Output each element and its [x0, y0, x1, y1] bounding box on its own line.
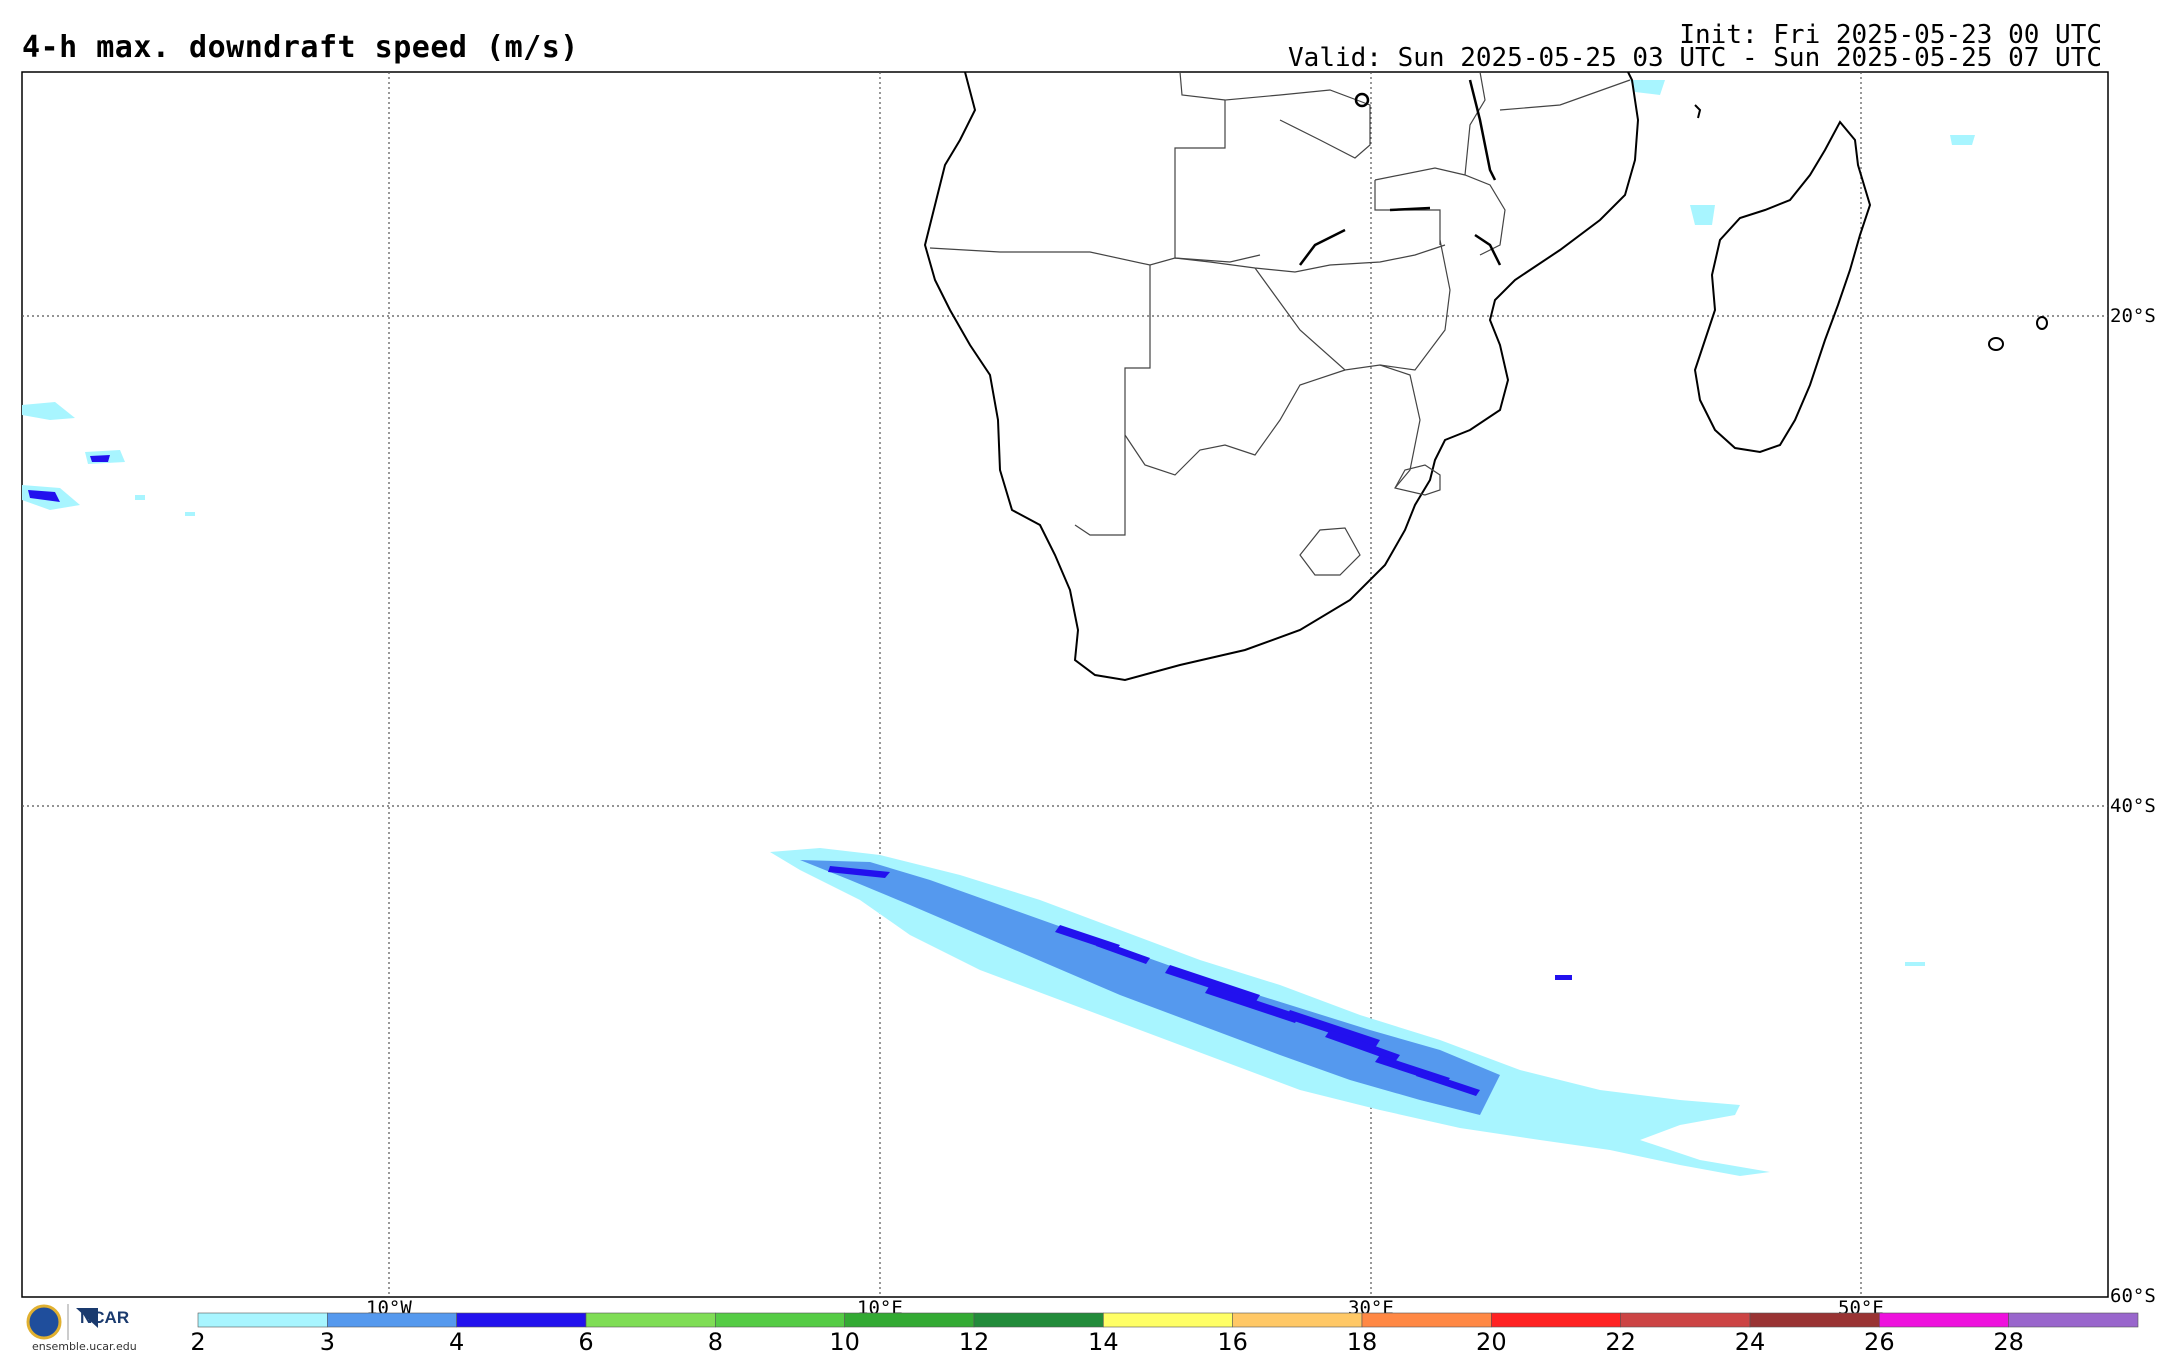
downdraft-field — [22, 80, 1975, 1176]
colorbar-tick-label: 6 — [578, 1328, 593, 1354]
colorbar-tick-label: 2 — [190, 1328, 205, 1354]
ncar-wing-icon — [76, 1308, 98, 1328]
nsf-ncar-logo — [26, 1304, 98, 1340]
downdraft-band-4ms — [828, 866, 1480, 1096]
map-frame — [21, 71, 2109, 1298]
colorbar-swatch — [1103, 1312, 1233, 1328]
comoros-islands — [1694, 104, 1702, 119]
colorbar: 2 3 4 6 8 10 12 14 16 18 20 22 24 26 28 — [190, 1312, 2139, 1354]
map-title: 4-h max. downdraft speed (m/s) — [22, 30, 579, 65]
graticule — [22, 72, 2108, 1297]
colorbar-tick-label: 8 — [708, 1328, 723, 1354]
colorbar-tick-label: 20 — [1476, 1328, 1507, 1354]
colorbar-tick-label: 3 — [320, 1328, 335, 1354]
colorbar-tick-label: 28 — [1993, 1328, 2024, 1354]
colorbar-swatch — [1749, 1312, 1880, 1328]
colorbar-tick-label: 14 — [1088, 1328, 1119, 1354]
colorbar-swatch — [456, 1312, 587, 1328]
ncar-wordmark: NCAR — [80, 1308, 130, 1327]
colorbar-tick-label: 12 — [959, 1328, 990, 1354]
colorbar-swatch — [1879, 1312, 2009, 1328]
mauritius-island — [2036, 316, 2048, 330]
colorbar-tick-label: 16 — [1217, 1328, 1248, 1354]
colorbar-swatch — [585, 1312, 716, 1328]
colorbar-swatch — [715, 1312, 845, 1328]
lat-label-60s: 60°S — [2110, 1285, 2156, 1307]
colorbar-swatch — [1620, 1312, 1751, 1328]
colorbar-tick-label: 4 — [449, 1328, 464, 1354]
colorbar-swatch — [1232, 1312, 1363, 1328]
colorbar-swatch — [327, 1312, 457, 1328]
valid-time: Valid: Sun 2025-05-25 03 UTC - Sun 2025-… — [1288, 43, 2102, 73]
colorbar-swatch — [1491, 1312, 1621, 1328]
colorbar-swatch — [1361, 1312, 1492, 1328]
lat-label-20s: 20°S — [2110, 305, 2156, 327]
africa-coastline — [923, 71, 1640, 682]
lat-label-40s: 40°S — [2110, 795, 2156, 817]
lakes — [1299, 79, 1502, 266]
reunion-island — [1988, 337, 2004, 351]
colorbar-swatch — [2008, 1312, 2139, 1328]
downdraft-patch-west-1 — [22, 402, 75, 420]
colorbar-tick-label: 22 — [1605, 1328, 1636, 1354]
country-borders — [929, 71, 1631, 576]
nsf-seal-icon — [26, 1304, 62, 1340]
colorbar-tick-label: 10 — [829, 1328, 860, 1354]
downdraft-band-3ms — [800, 860, 1500, 1115]
colorbar-swatch — [973, 1312, 1104, 1328]
ensemble-url: ensemble.ucar.edu — [32, 1340, 137, 1353]
colorbar-swatch — [197, 1312, 328, 1328]
colorbar-tick-label: 24 — [1735, 1328, 1766, 1354]
colorbar-swatch — [844, 1312, 975, 1328]
colorbar-tick-label: 26 — [1864, 1328, 1895, 1354]
madagascar-coastline — [1693, 120, 1872, 454]
init-time: Init: Fri 2025-05-23 00 UTC — [1679, 20, 2102, 50]
colorbar-tick-label: 18 — [1347, 1328, 1378, 1354]
